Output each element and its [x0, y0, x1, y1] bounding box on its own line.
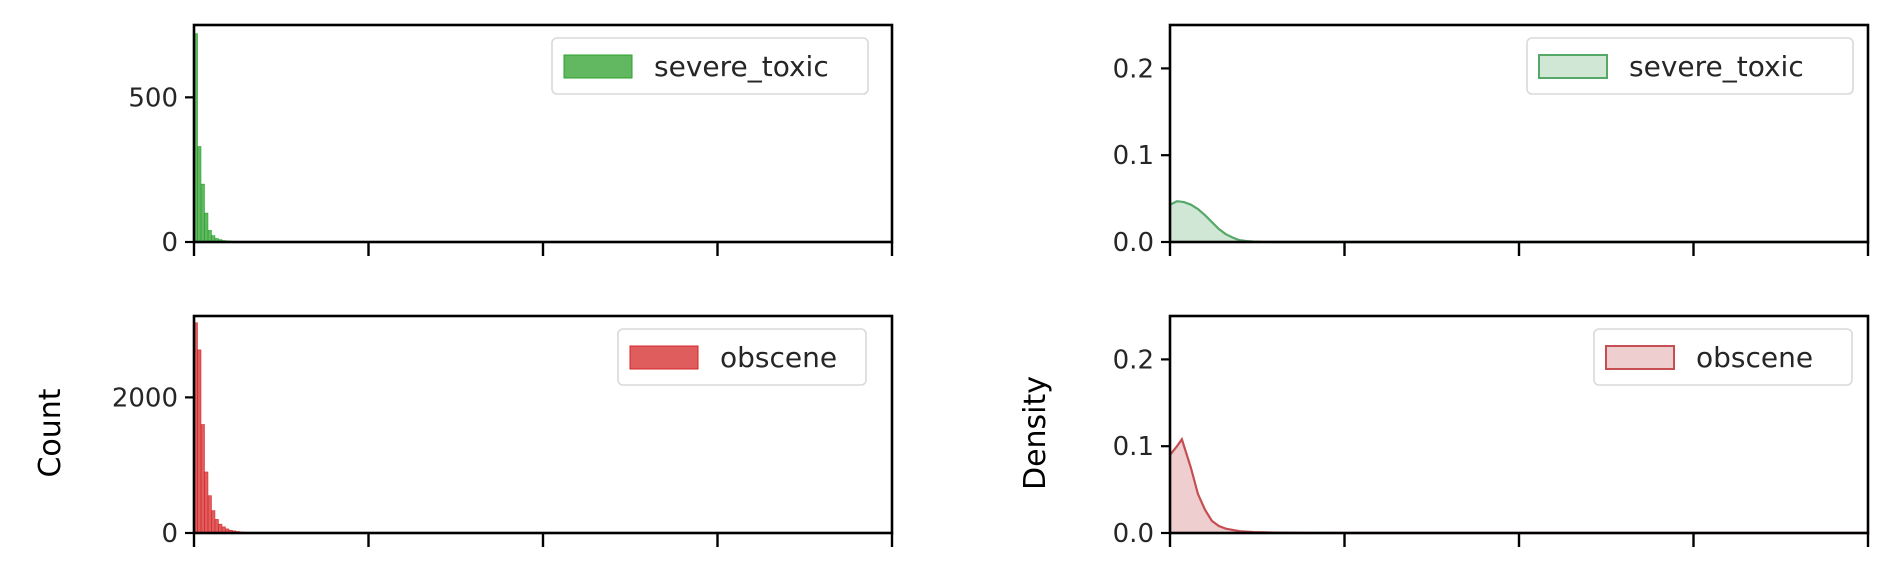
count-obscene-legend-label: obscene	[720, 341, 837, 374]
density-severe-toxic-area	[1170, 201, 1868, 242]
count-obscene-bar	[218, 523, 223, 534]
density-obscene-panel: 0.0 0.1 0.2 obscene	[1113, 314, 1870, 549]
density-severe-toxic-line	[1169, 200, 1868, 244]
count-obscene-bar	[197, 349, 202, 534]
count-obscene-panel: 0 2000 obscene	[112, 314, 894, 549]
count-obscene-legend: obscene	[617, 328, 867, 386]
density-severe-toxic-panel: 0.0 0.1 0.2 severe_toxic	[1113, 23, 1870, 258]
density-obscene-ytick-label: 0.2	[1113, 345, 1154, 375]
count-severe-toxic-panel: 0 500 severe_toxic	[128, 23, 894, 258]
count-obscene-legend-swatch	[629, 345, 699, 370]
count-obscene-bar	[204, 471, 209, 534]
density-axis-title: Density	[1018, 376, 1053, 490]
density-obscene-ytick-label: 0.1	[1113, 432, 1154, 462]
density-obscene-ytick-label: 0.0	[1113, 519, 1154, 549]
count-severe-toxic-ytick-label: 0	[161, 228, 178, 258]
count-axis-title: Count	[33, 388, 68, 477]
count-obscene-bar	[207, 495, 212, 534]
density-obscene-legend: obscene	[1593, 328, 1853, 386]
density-severe-toxic-ytick-label: 0.2	[1113, 54, 1154, 84]
density-severe-toxic-legend-label: severe_toxic	[1629, 50, 1804, 83]
density-obscene-legend-label: obscene	[1696, 341, 1813, 374]
count-obscene-ytick-label: 0	[161, 519, 178, 549]
count-severe-toxic-legend: severe_toxic	[551, 37, 869, 95]
count-severe-toxic-bar	[197, 146, 202, 243]
density-severe-toxic-ytick-label: 0.1	[1113, 141, 1154, 171]
count-obscene-ytick-label: 2000	[112, 383, 178, 413]
count-severe-toxic-ytick-label: 500	[128, 83, 178, 113]
count-severe-toxic-bar	[207, 230, 212, 243]
count-severe-toxic-legend-swatch	[563, 54, 633, 79]
density-obscene-area	[1170, 439, 1868, 533]
density-severe-toxic-ytick-label: 0.0	[1113, 228, 1154, 258]
density-severe-toxic-legend: severe_toxic	[1526, 37, 1854, 95]
density-severe-toxic-legend-swatch	[1538, 54, 1608, 79]
count-severe-toxic-legend-label: severe_toxic	[654, 50, 829, 83]
density-obscene-legend-swatch	[1605, 345, 1675, 370]
count-severe-toxic-bar	[204, 212, 209, 243]
count-obscene-bar	[214, 519, 219, 534]
count-obscene-bar	[200, 424, 205, 534]
count-obscene-bar	[211, 510, 216, 534]
count-severe-toxic-bar	[200, 183, 205, 243]
density-obscene-line	[1169, 436, 1868, 535]
